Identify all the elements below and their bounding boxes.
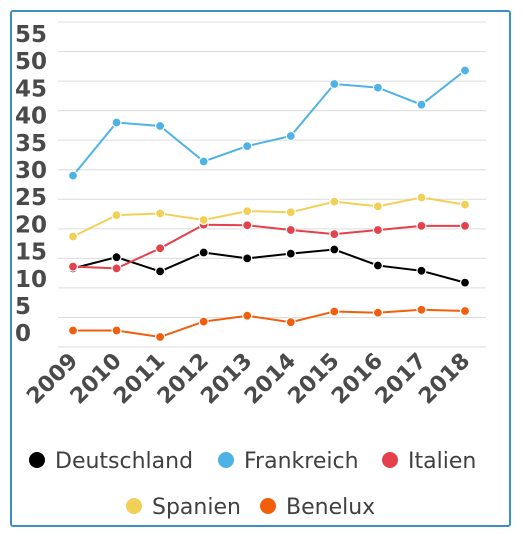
legend-item-benelux[interactable]: Benelux: [260, 495, 375, 520]
data-point[interactable]: [285, 248, 296, 259]
y-tick-label: 5: [15, 294, 31, 320]
legend-label: Benelux: [286, 495, 375, 520]
data-point[interactable]: [242, 141, 253, 152]
y-tick-label: 10: [15, 267, 47, 293]
series-deutschland: [67, 244, 471, 288]
legend-label: Deutschland: [55, 449, 193, 474]
data-point[interactable]: [242, 253, 253, 264]
data-point[interactable]: [372, 82, 383, 93]
chart-frame: [10, 10, 511, 527]
data-point[interactable]: [111, 210, 122, 221]
y-tick-label: 25: [15, 185, 47, 211]
y-tick-label: 50: [15, 49, 47, 75]
data-point[interactable]: [111, 263, 122, 274]
series-line: [72, 223, 465, 270]
y-tick-label: 15: [15, 240, 47, 266]
grid-lines: [58, 21, 486, 348]
y-tick-label: 0: [15, 321, 31, 347]
data-point[interactable]: [155, 266, 166, 277]
data-point[interactable]: [285, 317, 296, 328]
data-point[interactable]: [372, 224, 383, 236]
data-point[interactable]: [111, 325, 122, 336]
data-point[interactable]: [155, 331, 166, 343]
data-point[interactable]: [285, 207, 296, 218]
legend-item-italien[interactable]: Italien: [382, 449, 476, 474]
series-benelux: [67, 304, 471, 343]
legend-item-spanien[interactable]: Spanien: [126, 495, 241, 520]
data-point[interactable]: [459, 277, 471, 288]
series-line: [72, 248, 466, 284]
legend-marker: [382, 452, 398, 468]
data-point[interactable]: [155, 243, 166, 254]
legend-item-frankreich[interactable]: Frankreich: [218, 449, 359, 474]
legend-label: Spanien: [152, 495, 241, 520]
data-point[interactable]: [416, 220, 427, 231]
legend-label: Italien: [408, 449, 476, 474]
data-point[interactable]: [67, 231, 79, 242]
y-tick-label: 55: [15, 22, 47, 48]
data-point[interactable]: [242, 310, 253, 321]
data-point[interactable]: [67, 325, 79, 336]
data-point[interactable]: [198, 247, 209, 258]
data-point[interactable]: [416, 192, 427, 203]
legend-item-deutschland[interactable]: Deutschland: [29, 449, 193, 474]
data-point[interactable]: [459, 199, 471, 210]
series-italien: [67, 219, 471, 274]
legend-marker: [260, 498, 276, 514]
data-point[interactable]: [459, 305, 471, 317]
data-point[interactable]: [198, 214, 209, 226]
data-point[interactable]: [329, 244, 340, 255]
data-point[interactable]: [459, 220, 471, 231]
data-point[interactable]: [67, 261, 79, 272]
data-point[interactable]: [329, 229, 340, 240]
series-line: [73, 308, 466, 339]
data-point[interactable]: [372, 260, 383, 271]
data-point[interactable]: [416, 265, 427, 276]
data-point[interactable]: [155, 208, 166, 219]
data-point[interactable]: [459, 65, 471, 76]
y-tick-label: 30: [15, 158, 47, 184]
legend: Deutschland Frankreich Italien Spanien Benel…: [29, 449, 476, 520]
data-point[interactable]: [329, 196, 340, 207]
legend-marker: [29, 452, 45, 468]
x-tick-label: 2018: [414, 349, 475, 410]
data-point[interactable]: [372, 307, 383, 318]
data-point[interactable]: [329, 78, 340, 90]
series-spanien: [67, 192, 471, 242]
data-point[interactable]: [67, 170, 79, 181]
data-point[interactable]: [242, 220, 253, 231]
y-tick-label: 45: [15, 76, 47, 102]
data-point[interactable]: [329, 306, 340, 317]
data-point[interactable]: [285, 224, 296, 236]
series-line: [72, 196, 466, 238]
series-frankreich: [67, 65, 471, 181]
data-point[interactable]: [372, 201, 383, 212]
data-point[interactable]: [198, 316, 209, 327]
data-point[interactable]: [416, 304, 427, 315]
series-lines: [67, 65, 471, 343]
y-tick-label: 40: [15, 104, 47, 130]
data-point[interactable]: [242, 206, 253, 217]
data-point[interactable]: [416, 99, 427, 110]
data-point[interactable]: [198, 156, 209, 167]
y-tick-label: 35: [15, 131, 47, 157]
legend-label: Frankreich: [244, 449, 359, 474]
data-point[interactable]: [111, 117, 122, 128]
legend-marker: [126, 498, 142, 514]
data-point[interactable]: [155, 120, 166, 132]
data-point[interactable]: [285, 130, 296, 142]
y-tick-label: 20: [15, 212, 47, 238]
series-line: [72, 69, 466, 177]
legend-marker: [218, 452, 234, 468]
data-point[interactable]: [111, 252, 122, 263]
